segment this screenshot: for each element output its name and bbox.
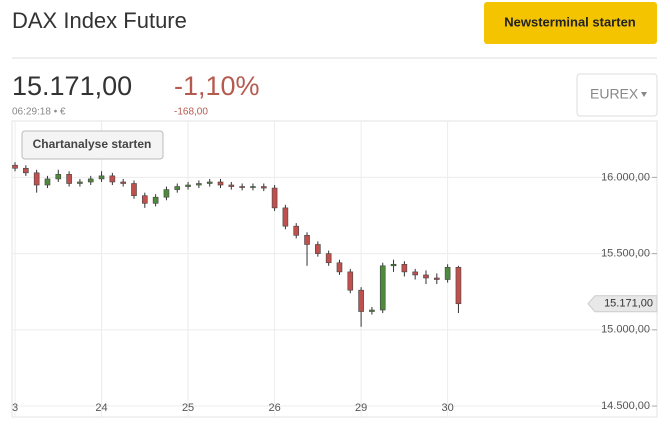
- candle-body: [390, 263, 397, 267]
- candle-body: [206, 181, 213, 184]
- y-tick-label: 14.500,00: [601, 400, 650, 412]
- candle-body: [379, 265, 386, 311]
- candle-body: [347, 271, 354, 291]
- exchange-select[interactable]: [576, 73, 658, 117]
- x-tick-label: 26: [268, 402, 280, 414]
- news-button[interactable]: [484, 2, 657, 44]
- change-abs: -168,00: [174, 107, 208, 118]
- candle-body: [369, 309, 375, 312]
- candle-body: [260, 186, 267, 189]
- y-tick-label: 15.500,00: [601, 248, 650, 260]
- candle-body: [228, 184, 235, 187]
- candle-body: [315, 244, 321, 254]
- x-tick-label: 25: [182, 402, 194, 414]
- candle-body: [12, 164, 18, 169]
- last-price-label: 15.171,00: [604, 298, 653, 310]
- candle-body: [23, 167, 29, 174]
- candle-body: [325, 253, 332, 264]
- candle-body: [271, 187, 278, 209]
- candle-body: [412, 271, 418, 276]
- candle-body: [44, 178, 51, 186]
- chart-frame: [11, 120, 658, 418]
- candle-body: [423, 274, 429, 279]
- candle-body: [131, 183, 137, 196]
- candle-body: [217, 181, 224, 186]
- candle-body: [401, 263, 408, 273]
- time: 06:29:18 • €: [12, 107, 66, 118]
- candle-body: [174, 186, 181, 190]
- candle-body: [109, 175, 116, 183]
- candle-body: [185, 184, 191, 187]
- candle-body: [282, 207, 289, 227]
- title: DAX Index Future: [12, 8, 187, 33]
- x-tick-label: 30: [441, 402, 453, 414]
- exchange-label[interactable]: EUREX: [590, 86, 639, 102]
- x-tick-label: 3: [12, 402, 18, 414]
- candle-body: [98, 175, 105, 180]
- candle-body: [304, 235, 310, 245]
- candle-body: [55, 174, 62, 180]
- y-tick-label: 16.000,00: [601, 171, 650, 183]
- candle-body: [358, 289, 364, 312]
- x-tick-label: 24: [95, 402, 107, 414]
- candle-body: [444, 267, 451, 280]
- candle-body: [77, 181, 83, 184]
- candle-body: [336, 262, 343, 273]
- candle-body: [434, 277, 440, 280]
- candle-body: [142, 195, 148, 204]
- dropdown-arrow: [641, 92, 647, 97]
- change-pct: -1,10%: [174, 71, 260, 101]
- candle-body: [455, 267, 462, 305]
- candle-body: [152, 196, 159, 204]
- candle-body: [250, 186, 256, 188]
- candle-body: [87, 178, 94, 183]
- candle-body: [239, 186, 245, 188]
- news-button-label[interactable]: Newsterminal starten: [504, 14, 636, 29]
- candle-body: [66, 174, 72, 184]
- y-tick-label: 15.000,00: [601, 324, 650, 336]
- price: 15.171,00: [12, 71, 132, 101]
- candle-body: [293, 225, 300, 236]
- candle-body: [33, 172, 40, 186]
- candle-body: [196, 183, 202, 186]
- x-tick-label: 29: [355, 402, 367, 414]
- candle-body: [163, 189, 170, 198]
- last-price-tag: [587, 295, 658, 313]
- analysis-button-label[interactable]: Chartanalyse starten: [33, 137, 152, 151]
- analysis-button[interactable]: [21, 130, 164, 160]
- candle-body: [120, 181, 126, 184]
